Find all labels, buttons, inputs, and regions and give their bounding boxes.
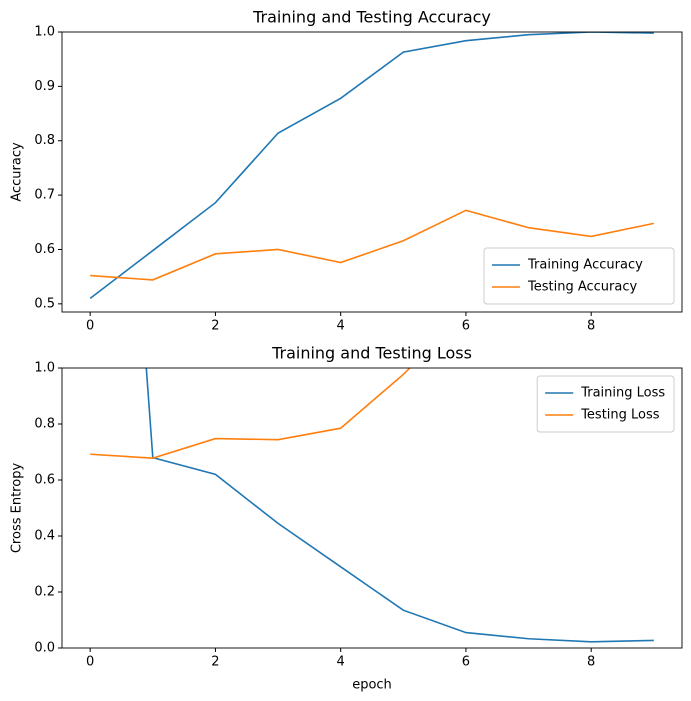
x-axis-label: epoch (352, 678, 392, 693)
x-tick-label: 6 (462, 655, 470, 670)
plot-area (90, 368, 654, 643)
y-tick-label: 0.0 (34, 641, 55, 656)
y-tick-label: 0.7 (34, 188, 55, 203)
axes-frame (61, 31, 683, 313)
x-tick-label: 8 (587, 319, 595, 334)
series-line (145, 368, 654, 643)
chart-title: Training and Testing Accuracy (252, 8, 491, 27)
series-line (90, 368, 411, 459)
y-tick-label: 0.8 (34, 417, 55, 432)
x-tick-label: 2 (211, 319, 219, 334)
plot-area (89, 32, 654, 300)
legend-label: Training Accuracy (527, 258, 643, 273)
legend-label: Testing Accuracy (527, 280, 637, 295)
x-tick-label: 8 (587, 655, 595, 670)
y-tick-label: 0.8 (34, 133, 55, 148)
y-axis-label: Cross Entropy (10, 463, 25, 554)
legend-box (483, 247, 675, 305)
y-tick-label: 0.9 (34, 79, 55, 94)
legend-label: Training Loss (580, 386, 665, 401)
y-axis-label: Accuracy (10, 142, 25, 202)
chart-title: Training and Testing Loss (271, 344, 472, 363)
y-tick-label: 0.4 (34, 529, 55, 544)
x-tick-label: 4 (337, 655, 345, 670)
y-tick-label: 0.6 (34, 473, 55, 488)
y-tick-label: 0.2 (34, 585, 55, 600)
x-tick-label: 4 (337, 319, 345, 334)
axes-frame (61, 367, 683, 649)
y-tick-label: 0.6 (34, 242, 55, 257)
series-line (89, 32, 654, 300)
legend-label: Testing Loss (580, 408, 660, 423)
x-tick-label: 0 (86, 655, 94, 670)
x-tick-label: 2 (211, 655, 219, 670)
series-line (90, 209, 654, 281)
y-tick-label: 0.5 (34, 296, 55, 311)
y-tick-label: 1.0 (34, 361, 55, 376)
x-tick-label: 6 (462, 319, 470, 334)
legend-box (536, 375, 675, 433)
y-tick-label: 1.0 (34, 25, 55, 40)
x-tick-label: 0 (86, 319, 94, 334)
